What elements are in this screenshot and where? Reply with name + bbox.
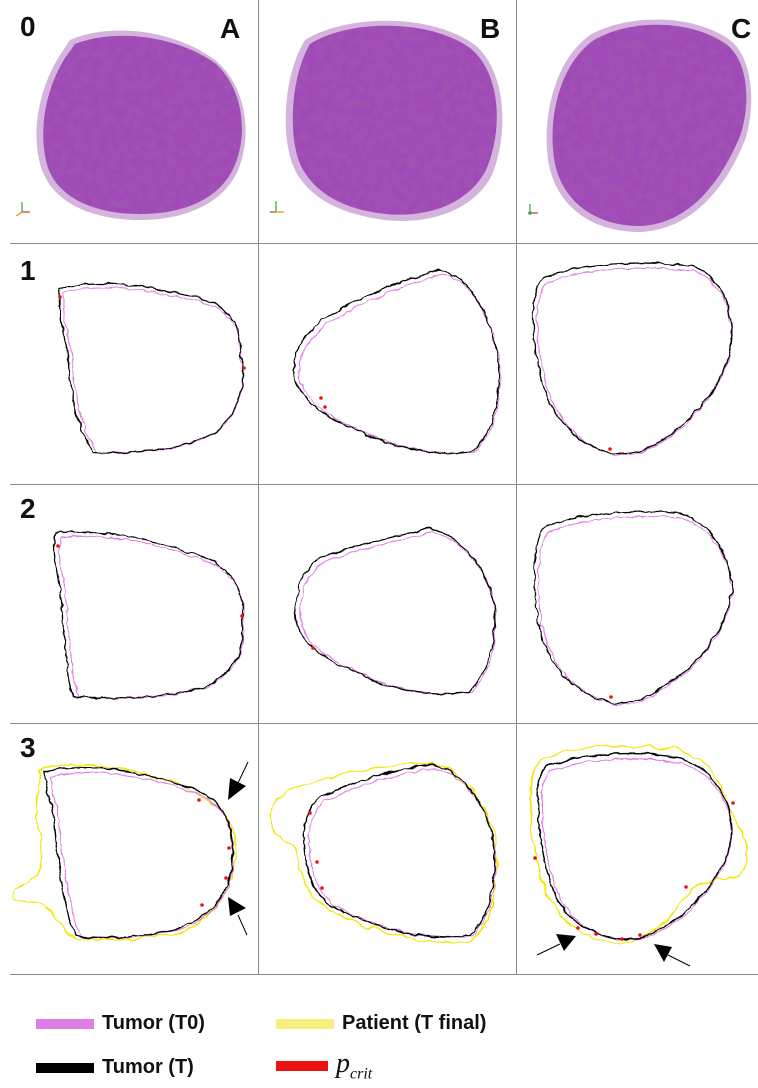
contour-panel-3a	[12, 763, 238, 941]
arrow-pointer-3a-top	[228, 761, 249, 800]
row-label-2: 2	[20, 493, 36, 524]
row-label-3: 3	[20, 732, 36, 763]
contour-panel-3b	[269, 761, 497, 944]
axis-triad-a	[15, 202, 30, 217]
column-label-c: C	[731, 13, 751, 44]
contour-panel-1a	[58, 282, 246, 454]
tumor-3d-render-b	[285, 20, 503, 221]
legend: Tumor (T0) Patient (T final) Tumor (T) p…	[0, 990, 758, 1088]
tumor-3d-render-c	[546, 19, 752, 232]
legend-swatch-tumor-t	[36, 1062, 94, 1073]
contour-panel-3c	[529, 745, 747, 945]
legend-swatch-tumor-t0	[36, 1018, 94, 1029]
row-label-1: 1	[20, 255, 36, 286]
legend-label-tumor-t0: Tumor (T0)	[102, 1012, 205, 1034]
figure-grid: 0 1 2 3 A B C	[10, 0, 758, 975]
contour-panel-1c	[532, 262, 733, 456]
contour-panel-1b	[293, 269, 501, 454]
grid-lines	[10, 0, 758, 975]
legend-swatch-patient	[276, 1018, 334, 1029]
arrow-pointer-3c-left	[536, 934, 576, 956]
row-label-0: 0	[20, 11, 36, 42]
contour-panel-2a	[53, 531, 245, 699]
contour-panel-2c	[533, 510, 733, 705]
arrow-pointer-3a-bottom	[228, 897, 248, 936]
legend-item-tumor-t0: Tumor (T0)	[36, 1012, 205, 1035]
column-label-a: A	[220, 13, 240, 44]
tumor-3d-render-a	[36, 30, 246, 221]
arrow-pointer-3c-right	[654, 944, 691, 967]
legend-item-pcrit: pcrit	[276, 1048, 372, 1084]
axis-triad-c	[528, 204, 538, 215]
column-label-b: B	[480, 13, 500, 44]
axis-triad-b	[270, 201, 284, 213]
legend-item-patient: Patient (T final)	[276, 1012, 486, 1035]
legend-label-patient: Patient (T final)	[342, 1012, 487, 1034]
legend-item-tumor-t: Tumor (T)	[36, 1056, 194, 1079]
legend-label-pcrit: pcrit	[336, 1048, 373, 1083]
legend-label-tumor-t: Tumor (T)	[102, 1056, 194, 1078]
legend-swatch-pcrit	[276, 1060, 328, 1071]
contour-panel-2b	[295, 527, 497, 695]
